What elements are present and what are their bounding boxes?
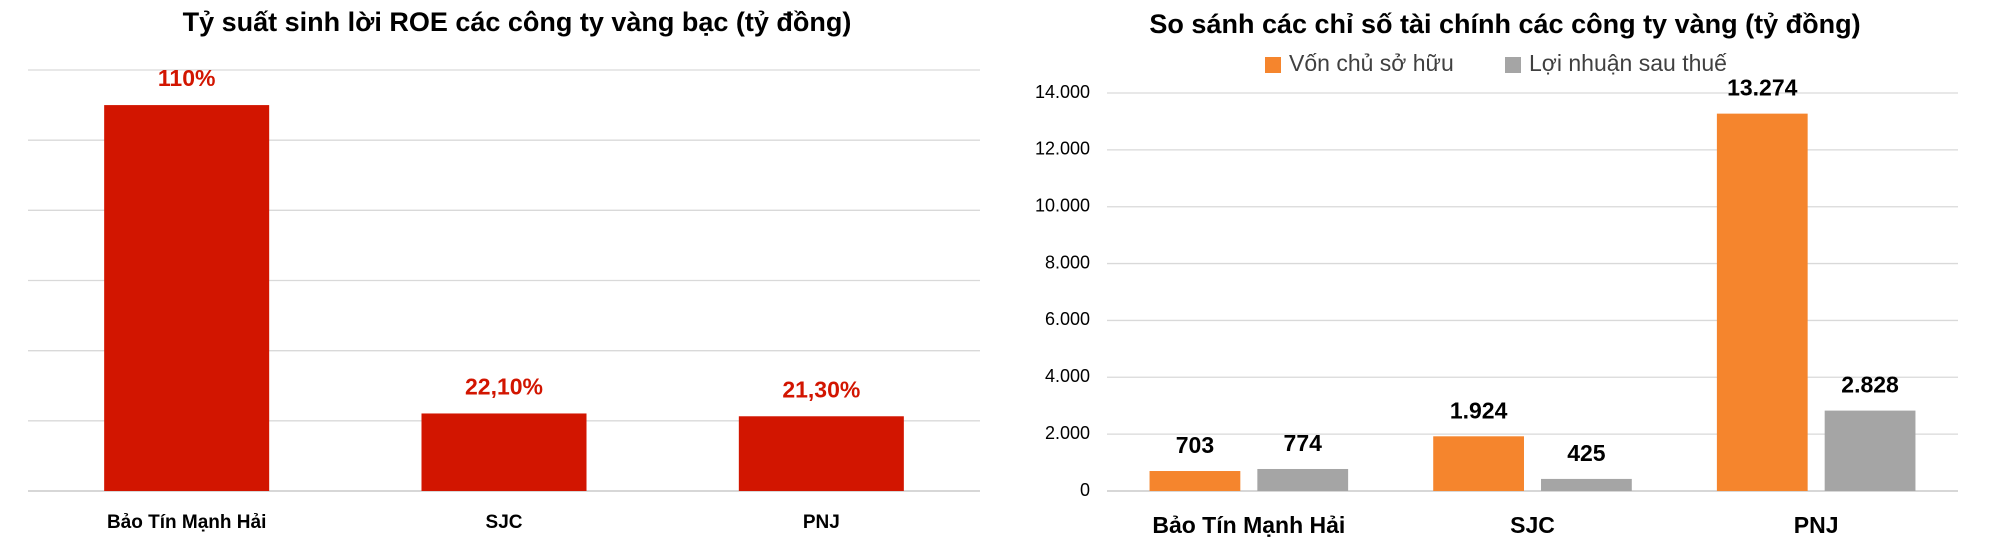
bar: [1541, 478, 1632, 491]
value-label: 110%: [158, 65, 216, 91]
x-tick-label: Bảo Tín Mạnh Hải: [1152, 512, 1345, 538]
bar: [421, 413, 587, 491]
y-tick-label: 14.000: [1035, 82, 1090, 102]
legend-swatch: [1505, 57, 1521, 73]
y-tick-label: 6.000: [1045, 309, 1090, 329]
y-tick-label: 8.000: [1045, 252, 1090, 272]
x-tick-label: Bảo Tín Mạnh Hải: [107, 512, 266, 533]
value-label: 774: [1284, 430, 1323, 456]
value-label: 21,30%: [782, 376, 860, 402]
bar: [1257, 468, 1349, 491]
x-tick-label: PNJ: [803, 512, 840, 533]
bar: [1433, 436, 1524, 491]
bar: [1824, 410, 1916, 491]
y-tick-label: 12.000: [1035, 139, 1090, 159]
legend-label: Vốn chủ sở hữu: [1289, 50, 1454, 76]
bar: [104, 105, 270, 491]
value-label: 1.924: [1450, 397, 1508, 423]
y-tick-label: 0: [1080, 480, 1090, 500]
chart-title: So sánh các chỉ số tài chính các công ty…: [1149, 9, 1860, 39]
value-label: 13.274: [1727, 75, 1798, 101]
bar: [738, 416, 904, 491]
value-label: 2.828: [1841, 372, 1899, 398]
y-tick-label: 4.000: [1045, 366, 1090, 386]
y-tick-label: 2.000: [1045, 423, 1090, 443]
bar: [1149, 471, 1241, 491]
x-tick-label: SJC: [486, 512, 523, 533]
x-tick-label: PNJ: [1794, 512, 1839, 538]
x-tick-label: SJC: [1510, 512, 1555, 538]
chart-title: Tỷ suất sinh lời ROE các công ty vàng bạ…: [183, 7, 852, 37]
y-tick-label: 10.000: [1035, 195, 1090, 215]
value-label: 425: [1567, 440, 1606, 466]
legend-swatch: [1265, 57, 1281, 73]
bar: [1716, 113, 1808, 491]
legend-label: Lợi nhuận sau thuế: [1529, 50, 1727, 76]
value-label: 22,10%: [465, 374, 543, 400]
value-label: 703: [1176, 432, 1214, 458]
